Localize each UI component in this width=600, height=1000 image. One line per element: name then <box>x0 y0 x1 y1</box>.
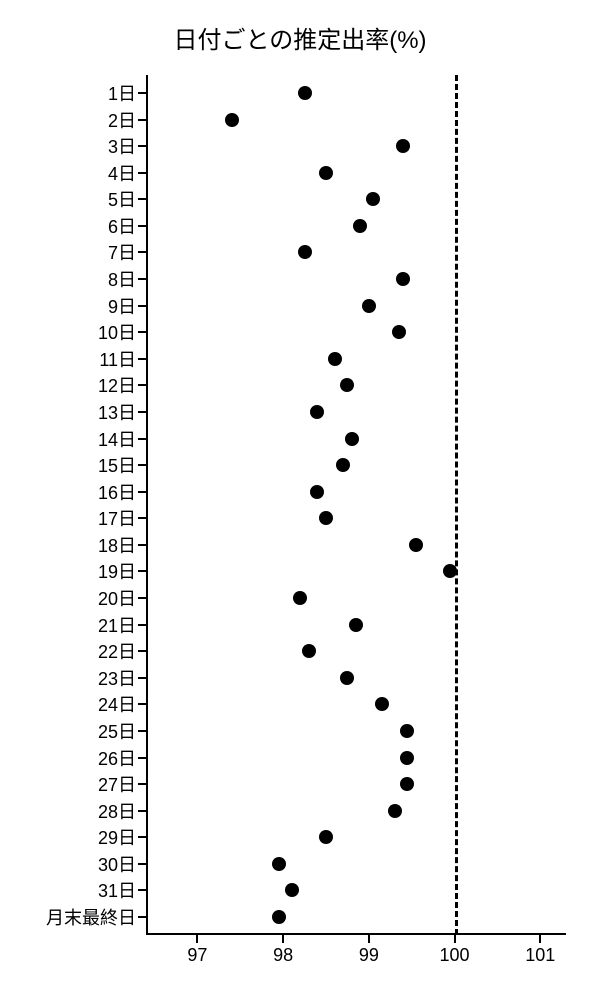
x-axis-label: 98 <box>273 935 293 966</box>
data-point <box>298 245 312 259</box>
y-axis-label: 29日 <box>98 824 146 850</box>
y-axis-label: 9日 <box>108 293 146 319</box>
data-point <box>366 192 380 206</box>
data-point <box>310 405 324 419</box>
data-point <box>319 166 333 180</box>
data-point <box>388 804 402 818</box>
data-point <box>396 272 410 286</box>
reference-line <box>455 75 458 935</box>
data-point <box>310 485 324 499</box>
data-point <box>272 857 286 871</box>
data-point <box>349 618 363 632</box>
data-point <box>345 432 359 446</box>
data-point <box>400 751 414 765</box>
chart-title: 日付ごとの推定出率(%) <box>0 20 600 55</box>
y-axis-label: 17日 <box>98 505 146 531</box>
x-axis-label: 99 <box>359 935 379 966</box>
data-point <box>336 458 350 472</box>
y-axis-label: 22日 <box>98 638 146 664</box>
y-axis-label: 月末最終日 <box>46 904 146 930</box>
data-point <box>400 777 414 791</box>
y-axis-label: 12日 <box>98 372 146 398</box>
y-axis-label: 27日 <box>98 771 146 797</box>
data-point <box>340 378 354 392</box>
y-axis-label: 20日 <box>98 585 146 611</box>
y-axis-label: 1日 <box>108 80 146 106</box>
y-axis-label: 16日 <box>98 479 146 505</box>
y-axis-label: 4日 <box>108 160 146 186</box>
y-axis-line <box>146 75 148 935</box>
y-axis-label: 11日 <box>99 346 146 372</box>
data-point <box>353 219 367 233</box>
y-axis-label: 7日 <box>108 239 146 265</box>
data-point <box>293 591 307 605</box>
data-point <box>302 644 316 658</box>
data-point <box>328 352 342 366</box>
data-point <box>319 511 333 525</box>
data-point <box>298 86 312 100</box>
data-point <box>319 830 333 844</box>
data-point <box>443 564 457 578</box>
y-axis-label: 2日 <box>108 107 146 133</box>
data-point <box>375 697 389 711</box>
x-axis-label: 97 <box>187 935 207 966</box>
y-axis-label: 24日 <box>98 691 146 717</box>
data-point <box>272 910 286 924</box>
y-axis-label: 8日 <box>108 266 146 292</box>
data-point <box>285 883 299 897</box>
y-axis-label: 15日 <box>98 452 146 478</box>
x-axis-label: 101 <box>525 935 555 966</box>
y-axis-label: 13日 <box>98 399 146 425</box>
data-point <box>396 139 410 153</box>
data-point <box>225 113 239 127</box>
y-axis-label: 30日 <box>98 851 146 877</box>
y-axis-label: 31日 <box>98 877 146 903</box>
y-axis-label: 21日 <box>98 612 146 638</box>
y-axis-label: 14日 <box>98 426 146 452</box>
chart-container: 日付ごとの推定出率(%) 1日2日3日4日5日6日7日8日9日10日11日12日… <box>0 0 600 1000</box>
y-axis-label: 23日 <box>98 665 146 691</box>
y-axis-label: 5日 <box>108 186 146 212</box>
data-point <box>340 671 354 685</box>
data-point <box>392 325 406 339</box>
x-axis-label: 100 <box>440 935 470 966</box>
x-axis-line <box>146 933 566 935</box>
data-point <box>400 724 414 738</box>
y-axis-label: 19日 <box>98 558 146 584</box>
plot-area: 1日2日3日4日5日6日7日8日9日10日11日12日13日14日15日16日1… <box>146 75 566 935</box>
y-axis-label: 28日 <box>98 798 146 824</box>
data-point <box>409 538 423 552</box>
y-axis-label: 10日 <box>98 319 146 345</box>
y-axis-label: 25日 <box>98 718 146 744</box>
y-axis-label: 26日 <box>98 745 146 771</box>
y-axis-label: 3日 <box>108 133 146 159</box>
data-point <box>362 299 376 313</box>
y-axis-label: 18日 <box>98 532 146 558</box>
y-axis-label: 6日 <box>108 213 146 239</box>
